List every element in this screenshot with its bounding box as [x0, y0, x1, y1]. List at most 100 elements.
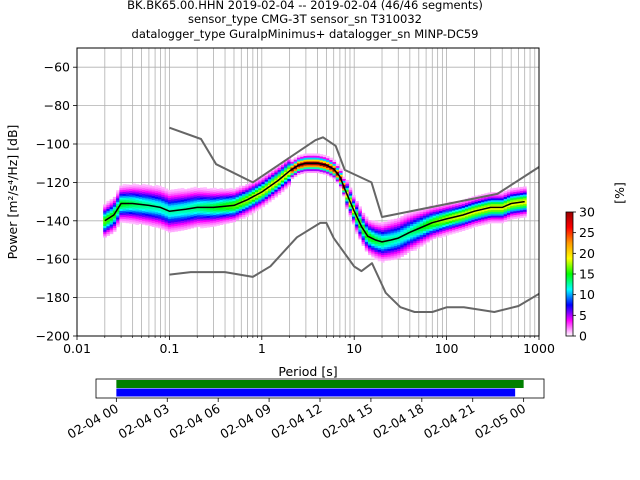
psd-histogram-cell [219, 191, 224, 195]
psd-histogram-cell [490, 213, 495, 216]
psd-histogram-cell [355, 231, 359, 235]
psd-histogram-cell [442, 213, 446, 216]
psd-histogram-cell [348, 212, 353, 215]
psd-histogram-cell [177, 207, 182, 211]
psd-histogram-cell [141, 205, 146, 208]
psd-histogram-cell [494, 199, 498, 203]
psd-histogram-cell [103, 227, 107, 230]
psd-histogram-cell [206, 209, 211, 213]
psd-histogram-cell [219, 216, 224, 220]
psd-histogram-cell [484, 208, 488, 211]
psd-histogram-cell [380, 229, 385, 232]
psd-histogram-cell [403, 221, 408, 225]
psd-histogram-cell [303, 153, 308, 156]
psd-histogram-cell [426, 226, 430, 229]
psd-histogram-cell [280, 166, 285, 170]
psd-histogram-cell [174, 208, 178, 211]
psd-histogram-cell [374, 255, 379, 258]
psd-histogram-cell [516, 216, 521, 219]
psd-histogram-cell [364, 229, 369, 233]
psd-histogram-cell [342, 192, 346, 195]
psd-histogram-cell [519, 213, 524, 217]
psd-histogram-cell [242, 191, 246, 194]
psd-histogram-cell [132, 189, 136, 192]
psd-histogram-cell [351, 220, 356, 223]
psd-histogram-cell [180, 197, 185, 200]
psd-histogram-cell [141, 218, 146, 221]
psd-histogram-cell [222, 221, 227, 225]
psd-histogram-cell [138, 204, 143, 207]
psd-histogram-cell [387, 219, 392, 223]
psd-histogram-cell [229, 220, 233, 223]
psd-histogram-cell [158, 185, 162, 189]
psd-histogram-cell [151, 220, 156, 224]
psd-histogram-cell [364, 247, 369, 250]
psd-histogram-cell [400, 244, 404, 248]
psd-histogram-cell [119, 206, 123, 210]
psd-histogram-cell [500, 217, 505, 220]
psd-histogram-cell [455, 213, 459, 216]
psd-histogram-cell [371, 247, 375, 250]
psd-histogram-cell [439, 227, 443, 231]
psd-histogram-cell [267, 182, 272, 185]
psd-histogram-cell [510, 205, 514, 208]
psd-histogram-cell [232, 214, 237, 217]
psd-histogram-cell [122, 214, 127, 217]
psd-histogram-cell [309, 163, 314, 166]
psd-histogram-cell [494, 201, 498, 205]
psd-histogram-cell [167, 220, 172, 223]
psd-histogram-cell [200, 197, 204, 200]
psd-histogram-cell [190, 201, 195, 204]
psd-histogram-cell [148, 206, 153, 209]
psd-histogram-cell [258, 185, 262, 189]
psd-histogram-cell [151, 191, 156, 195]
psd-histogram-cell [154, 208, 159, 211]
psd-histogram-cell [477, 221, 482, 225]
psd-histogram-cell [161, 202, 165, 205]
psd-histogram-cell [151, 195, 156, 199]
psd-histogram-cell [419, 230, 424, 234]
psd-histogram-cell [413, 227, 417, 230]
psd-histogram-cell [158, 191, 162, 194]
psd-histogram-cell [229, 212, 233, 216]
psd-histogram-cell [326, 163, 330, 166]
psd-histogram-cell [112, 204, 117, 207]
psd-histogram-cell [109, 224, 114, 227]
psd-histogram-cell [242, 195, 246, 198]
psd-histogram-cell [274, 191, 279, 194]
psd-histogram-cell [497, 196, 501, 199]
psd-histogram-cell [306, 157, 311, 160]
psd-histogram-cell [364, 231, 369, 235]
psd-histogram-cell [494, 207, 498, 210]
psd-histogram-cell [296, 161, 301, 164]
psd-histogram-cell [355, 208, 359, 212]
psd-histogram-cell [154, 202, 159, 205]
psd-histogram-cell [235, 216, 240, 219]
psd-histogram-cell [248, 186, 253, 189]
psd-histogram-cell [374, 243, 379, 247]
psd-histogram-cell [183, 221, 188, 225]
psd-histogram-cell [213, 189, 217, 192]
psd-histogram-cell [432, 224, 437, 228]
psd-histogram-cell [222, 210, 227, 213]
psd-histogram-cell [497, 211, 501, 214]
psd-histogram-cell [426, 232, 430, 235]
psd-histogram-cell [313, 168, 317, 172]
psd-histogram-cell [296, 164, 301, 168]
colorbar-tick-label: 30 [579, 205, 595, 220]
psd-histogram-cell [432, 232, 437, 235]
psd-histogram-cell [151, 218, 156, 222]
psd-histogram-cell [258, 180, 262, 183]
psd-histogram-cell [368, 229, 372, 233]
psd-histogram-cell [164, 198, 169, 201]
psd-histogram-cell [455, 211, 459, 214]
psd-histogram-cell [455, 207, 459, 210]
psd-histogram-cell [393, 234, 398, 237]
psd-histogram-cell [293, 166, 298, 170]
psd-histogram-cell [406, 235, 411, 238]
psd-histogram-cell [290, 174, 295, 178]
psd-histogram-cell [141, 216, 146, 219]
psd-histogram-cell [494, 217, 498, 220]
psd-histogram-cell [410, 231, 414, 234]
